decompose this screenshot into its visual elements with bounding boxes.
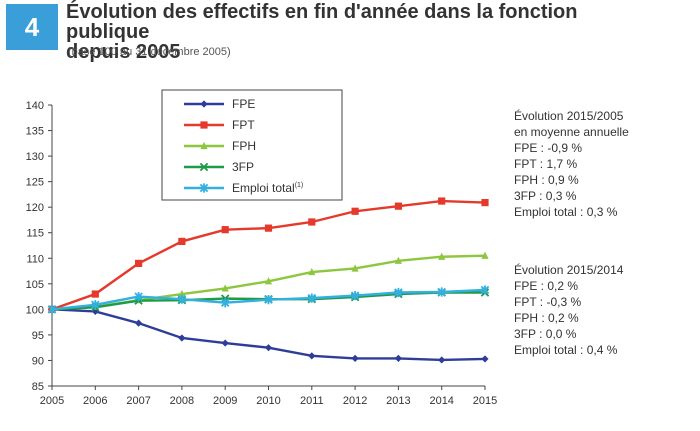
- point-fpe: [135, 319, 143, 327]
- point-emploi-total: [220, 298, 230, 308]
- note-line: FPE : -0,9 %: [514, 141, 583, 155]
- point-emploi-total: [437, 287, 446, 297]
- note-line: FPH : 0,2 %: [514, 311, 579, 325]
- note-line: FPE : 0,2 %: [514, 279, 579, 293]
- point-fph: [394, 256, 402, 264]
- y-tick-label: 140: [26, 100, 44, 112]
- legend-label-fpe: FPE: [232, 97, 255, 111]
- point-fpt: [438, 197, 446, 205]
- y-tick-label: 105: [26, 279, 44, 291]
- point-fpt: [91, 290, 99, 298]
- legend-label-fph: FPH: [232, 139, 256, 153]
- point-fpe: [438, 356, 446, 364]
- point-fpt: [394, 202, 402, 210]
- point-fpt: [135, 259, 143, 267]
- y-tick-label: 100: [26, 304, 44, 316]
- point-fph: [221, 284, 229, 292]
- point-fpe: [264, 344, 273, 352]
- note-line: 3FP : 0,0 %: [514, 327, 577, 341]
- legend-marker-emploi-total: [199, 183, 209, 193]
- x-tick-label: 2011: [300, 395, 324, 407]
- x-tick-label: 2007: [126, 395, 150, 407]
- point-emploi-total: [177, 294, 187, 304]
- x-tick-label: 2009: [213, 395, 237, 407]
- figure-number: 4: [24, 11, 40, 42]
- note-line: FPH : 0,9 %: [514, 173, 579, 187]
- point-emploi-total: [47, 304, 57, 314]
- chart-title: Évolution des effectifs en fin d'année d…: [66, 2, 626, 62]
- point-fpt: [308, 218, 316, 226]
- notes-2015-2014: Évolution 2015/2014 FPE : 0,2 % FPT : -0…: [514, 262, 623, 358]
- point-fpe: [394, 354, 402, 363]
- y-tick-label: 85: [32, 381, 44, 393]
- x-tick-label: 2012: [343, 395, 367, 407]
- y-tick-label: 95: [32, 330, 44, 342]
- chart-subtitle: (base 100 au 31 décembre 2005): [68, 46, 231, 58]
- legend-marker-fph: [200, 141, 208, 150]
- x-tick-label: 2005: [40, 395, 64, 407]
- point-fpe: [481, 355, 489, 363]
- x-tick-label: 2015: [473, 395, 497, 407]
- x-tick-label: 2014: [429, 395, 453, 407]
- point-emploi-total: [480, 285, 490, 295]
- note-line: FPT : 1,7 %: [514, 157, 578, 171]
- note-line: Emploi total : 0,4 %: [514, 343, 618, 357]
- legend-marker-fpe: [200, 100, 208, 108]
- point-emploi-total: [307, 293, 317, 303]
- point-emploi-total: [134, 291, 143, 302]
- point-fph: [438, 252, 446, 260]
- point-fpt: [221, 226, 229, 234]
- point-emploi-total: [91, 300, 100, 310]
- point-fpe: [351, 354, 359, 363]
- point-fpt: [481, 198, 489, 207]
- notes-heading: Évolution 2015/2005: [514, 109, 624, 123]
- point-emploi-total: [394, 287, 403, 298]
- point-fpt: [264, 224, 273, 232]
- legend-footnote-mark: (1): [295, 182, 304, 189]
- title-line-2: depuis 2005: [66, 41, 181, 63]
- y-tick-label: 130: [26, 151, 44, 163]
- point-fpt: [351, 207, 359, 215]
- notes-heading: Évolution 2015/2014: [514, 263, 624, 277]
- point-fpe: [91, 307, 99, 316]
- notes-2015-2005: Évolution 2015/2005 en moyenne annuelle …: [514, 108, 629, 220]
- y-tick-label: 90: [32, 355, 44, 367]
- note-line: FPT : -0,3 %: [514, 295, 582, 309]
- point-fpt: [178, 237, 186, 246]
- note-line: Emploi total : 0,3 %: [514, 205, 618, 219]
- y-tick-label: 120: [26, 202, 44, 214]
- point-fpe: [221, 339, 229, 347]
- x-tick-label: 2008: [170, 395, 194, 407]
- y-tick-label: 135: [26, 126, 44, 138]
- point-fph: [308, 267, 316, 276]
- legend-label-fpt: FPT: [232, 118, 255, 132]
- point-fpe: [178, 334, 186, 342]
- point-emploi-total: [350, 290, 360, 301]
- x-tick-label: 2010: [256, 395, 280, 407]
- legend-label-emploi-total: Emploi total(1): [232, 181, 303, 195]
- point-fph: [264, 277, 273, 285]
- x-tick-label: 2013: [386, 395, 410, 407]
- title-line-1: Évolution des effectifs en fin d'année d…: [66, 1, 578, 43]
- y-tick-label: 115: [26, 228, 44, 240]
- notes-subheading: en moyenne annuelle: [514, 125, 629, 139]
- x-tick-label: 2006: [83, 395, 107, 407]
- y-tick-label: 125: [26, 177, 44, 189]
- y-tick-label: 110: [26, 253, 44, 265]
- legend-label-3fp: 3FP: [232, 160, 254, 174]
- legend-marker-fpt: [200, 121, 208, 129]
- series-line-fpe: [51, 308, 486, 362]
- legend-marker-3fp: [199, 162, 209, 172]
- point-fpe: [308, 352, 316, 360]
- figure-number-badge: 4: [6, 4, 58, 50]
- point-fph: [178, 289, 186, 298]
- note-line: 3FP : 0,3 %: [514, 189, 577, 203]
- point-fph: [481, 251, 489, 259]
- point-emploi-total: [264, 295, 273, 305]
- point-fph: [351, 264, 359, 272]
